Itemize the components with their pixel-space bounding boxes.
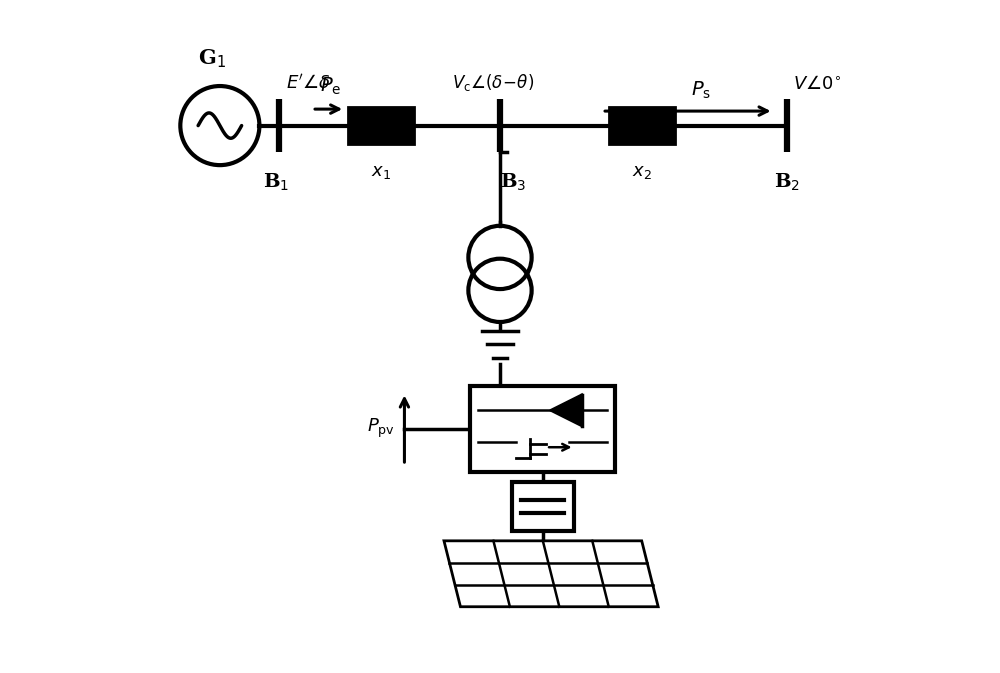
Text: $E'\angle\delta$: $E'\angle\delta$ (286, 73, 331, 93)
Bar (609, 108, 675, 144)
Bar (470, 386, 615, 472)
Text: $x_2$: $x_2$ (632, 164, 652, 182)
Text: $x_1$: $x_1$ (371, 164, 391, 182)
Polygon shape (550, 394, 582, 426)
Text: B$_3$: B$_3$ (500, 172, 526, 193)
Bar (512, 481, 574, 531)
Bar (348, 108, 414, 144)
Text: $P_{\mathrm{s}}$: $P_{\mathrm{s}}$ (691, 79, 711, 100)
Text: B$_1$: B$_1$ (263, 172, 289, 193)
Text: B$_2$: B$_2$ (774, 172, 800, 193)
Text: $V_{\mathrm{c}}\angle(\delta\!-\!\theta)$: $V_{\mathrm{c}}\angle(\delta\!-\!\theta)… (452, 71, 534, 93)
Text: G$_1$: G$_1$ (198, 47, 226, 69)
Text: $P_{\mathrm{e}}$: $P_{\mathrm{e}}$ (320, 76, 341, 97)
Text: $V\angle0^{\circ}$: $V\angle0^{\circ}$ (793, 75, 841, 93)
Polygon shape (444, 541, 658, 607)
Text: $P_{\mathrm{pv}}$: $P_{\mathrm{pv}}$ (367, 417, 395, 440)
